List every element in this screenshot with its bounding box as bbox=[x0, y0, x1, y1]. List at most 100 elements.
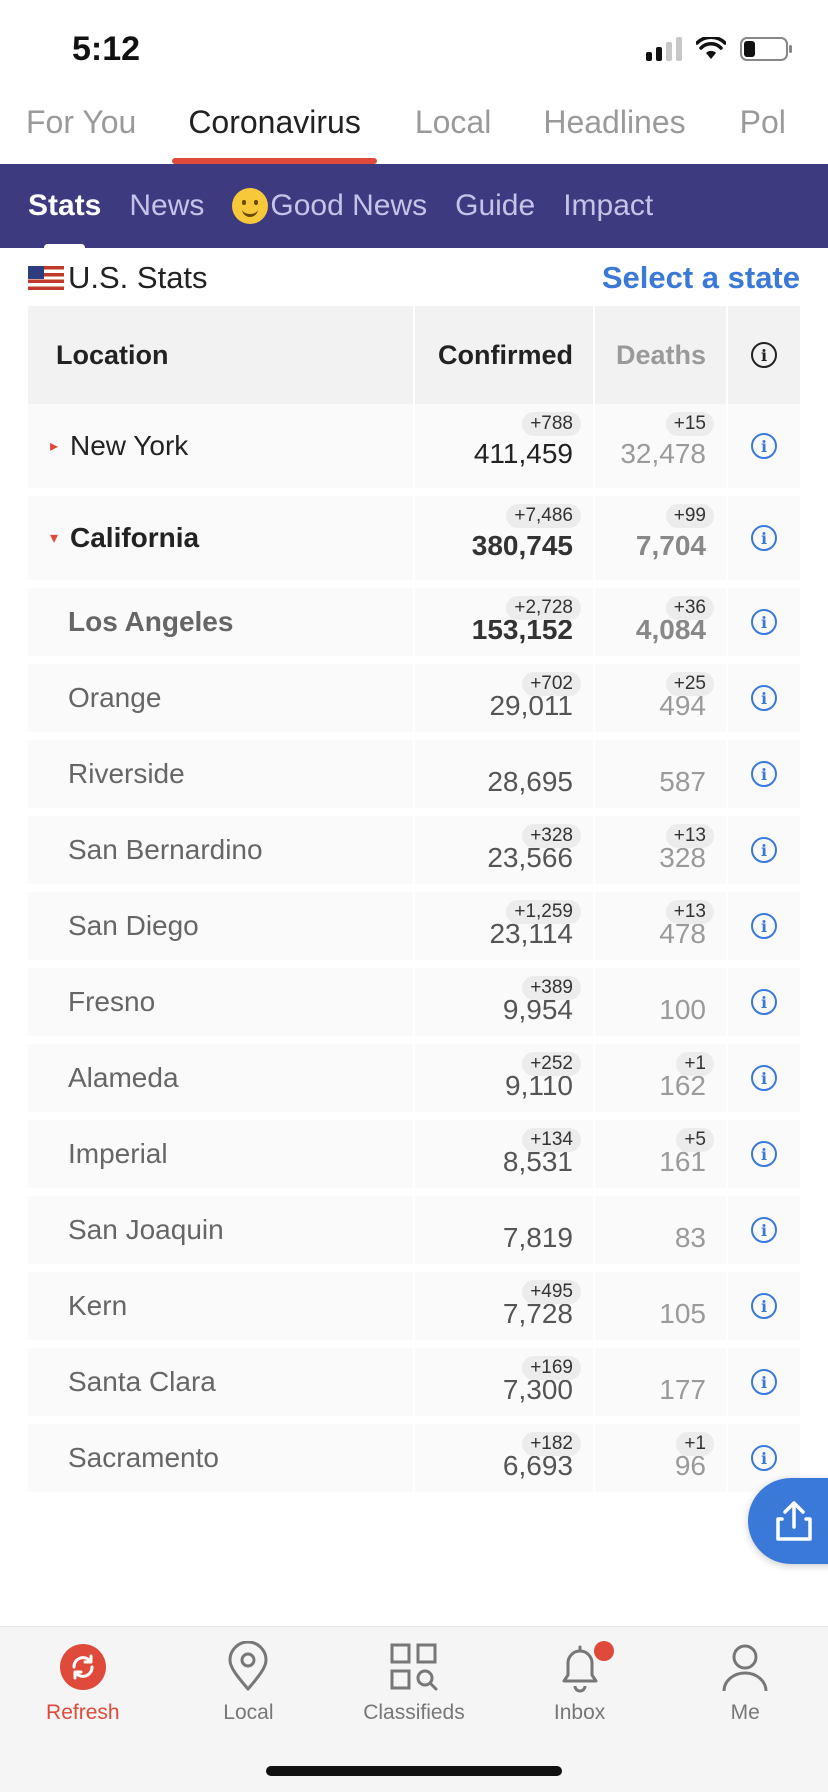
row-info-button[interactable]: i bbox=[728, 968, 800, 1036]
row-info-button[interactable]: i bbox=[728, 664, 800, 732]
row-info-button[interactable]: i bbox=[728, 1348, 800, 1416]
row-info-button[interactable]: i bbox=[728, 1424, 800, 1492]
stats-title-text: U.S. Stats bbox=[68, 260, 208, 295]
header-info[interactable]: i bbox=[728, 306, 800, 404]
row-info-button[interactable]: i bbox=[728, 1272, 800, 1340]
deaths-value: 32,478 bbox=[620, 438, 706, 469]
header-confirmed[interactable]: Confirmed bbox=[415, 306, 595, 404]
tab-local[interactable]: Local bbox=[414, 104, 492, 140]
cell-deaths: +99 7,704 bbox=[595, 496, 728, 580]
table-row[interactable]: Alameda +252 9,110 +1 162 i bbox=[28, 1044, 800, 1120]
cell-confirmed: 7,819 bbox=[415, 1196, 595, 1264]
table-row[interactable]: San Diego +1,259 23,114 +13 478 i bbox=[28, 892, 800, 968]
deaths-value: 83 bbox=[674, 1222, 706, 1253]
table-row[interactable]: ▾ California +7,486 380,745 +99 7,704 i bbox=[28, 496, 800, 588]
sub-tabs: Stats News Good News Guide Impact bbox=[0, 164, 828, 251]
header-location[interactable]: Location bbox=[28, 306, 415, 404]
row-info-button[interactable]: i bbox=[728, 588, 800, 656]
confirmed-delta-badge: +134 bbox=[522, 1128, 581, 1152]
wifi-icon bbox=[696, 37, 726, 59]
info-icon: i bbox=[751, 1293, 777, 1319]
table-row[interactable]: Santa Clara +169 7,300 177 i bbox=[28, 1348, 800, 1424]
row-info-button[interactable]: i bbox=[728, 1196, 800, 1264]
row-info-button[interactable]: i bbox=[728, 740, 800, 808]
share-button[interactable] bbox=[748, 1478, 828, 1564]
tab-politics[interactable]: Pol bbox=[739, 104, 786, 140]
table-row[interactable]: Fresno +389 9,954 100 i bbox=[28, 968, 800, 1044]
battery-icon bbox=[740, 37, 792, 61]
info-icon: i bbox=[751, 609, 777, 635]
subtab-good-news[interactable]: Good News bbox=[232, 188, 427, 224]
subtab-impact-label: Impact bbox=[563, 189, 654, 222]
deaths-delta-badge: +15 bbox=[665, 412, 714, 436]
table-row[interactable]: Riverside 28,695 587 i bbox=[28, 740, 800, 816]
nav-me[interactable]: Me bbox=[662, 1627, 828, 1757]
select-state-link[interactable]: Select a state bbox=[601, 260, 800, 295]
signal-icon bbox=[646, 37, 682, 61]
confirmed-delta-badge: +7,486 bbox=[506, 504, 581, 528]
row-info-button[interactable]: i bbox=[728, 1044, 800, 1112]
cell-location: Fresno bbox=[28, 968, 415, 1036]
deaths-delta-badge: +13 bbox=[665, 824, 714, 848]
confirmed-delta-badge: +252 bbox=[522, 1052, 581, 1076]
tab-coronavirus[interactable]: Coronavirus bbox=[172, 92, 377, 164]
expand-arrow-icon[interactable]: ▸ bbox=[50, 438, 59, 455]
row-info-button[interactable]: i bbox=[728, 892, 800, 960]
row-info-button[interactable]: i bbox=[728, 404, 800, 488]
table-row[interactable]: Sacramento +182 6,693 +1 96 i bbox=[28, 1424, 800, 1500]
location-name: Kern bbox=[68, 1290, 128, 1321]
table-row[interactable]: Kern +495 7,728 105 i bbox=[28, 1272, 800, 1348]
info-icon: i bbox=[751, 1445, 777, 1471]
cell-confirmed: +252 9,110 bbox=[415, 1044, 595, 1112]
info-icon: i bbox=[751, 837, 777, 863]
info-icon: i bbox=[751, 433, 777, 459]
bottom-nav: Refresh Local Classifieds bbox=[0, 1626, 828, 1792]
table-row[interactable]: San Joaquin 7,819 83 i bbox=[28, 1196, 800, 1272]
row-info-button[interactable]: i bbox=[728, 496, 800, 580]
table-row[interactable]: Imperial +134 8,531 +5 161 i bbox=[28, 1120, 800, 1196]
deaths-value: 105 bbox=[659, 1298, 706, 1329]
info-icon: i bbox=[751, 1369, 777, 1395]
row-info-button[interactable]: i bbox=[728, 1120, 800, 1188]
table-row[interactable]: Los Angeles +2,728 153,152 +36 4,084 i bbox=[28, 588, 800, 664]
nav-local[interactable]: Local bbox=[166, 1627, 332, 1757]
info-icon: i bbox=[751, 525, 777, 551]
subtab-impact[interactable]: Impact bbox=[563, 189, 653, 223]
subtab-guide[interactable]: Guide bbox=[455, 189, 535, 223]
cell-confirmed: 28,695 bbox=[415, 740, 595, 808]
nav-inbox-label: Inbox bbox=[553, 1701, 606, 1724]
table-row[interactable]: San Bernardino +328 23,566 +13 328 i bbox=[28, 816, 800, 892]
collapse-arrow-icon[interactable]: ▾ bbox=[50, 530, 59, 547]
location-name: New York bbox=[70, 430, 189, 461]
subtab-news-label: News bbox=[129, 189, 205, 222]
deaths-value: 177 bbox=[659, 1374, 706, 1405]
subtab-stats[interactable]: Stats bbox=[28, 189, 101, 251]
cell-location: ▾ California bbox=[28, 496, 415, 580]
cell-confirmed: +495 7,728 bbox=[415, 1272, 595, 1340]
table-row[interactable]: ▸ New York +788 411,459 +15 32,478 i bbox=[28, 404, 800, 496]
status-bar: 5:12 bbox=[0, 0, 828, 92]
deaths-delta-badge: +25 bbox=[665, 672, 714, 696]
nav-classifieds[interactable]: Classifieds bbox=[331, 1627, 497, 1757]
location-name: Alameda bbox=[68, 1062, 179, 1093]
header-deaths[interactable]: Deaths bbox=[595, 306, 728, 404]
subtab-news[interactable]: News bbox=[129, 189, 204, 223]
deaths-delta-badge: +13 bbox=[665, 900, 714, 924]
location-name: San Diego bbox=[68, 910, 199, 941]
location-name: Sacramento bbox=[68, 1442, 219, 1473]
cell-deaths: 177 bbox=[595, 1348, 728, 1416]
row-info-button[interactable]: i bbox=[728, 816, 800, 884]
cell-location: Imperial bbox=[28, 1120, 415, 1188]
nav-inbox[interactable]: Inbox bbox=[497, 1627, 663, 1757]
stats-title: U.S. Stats bbox=[28, 260, 208, 296]
cell-confirmed: +702 29,011 bbox=[415, 664, 595, 732]
tab-headlines[interactable]: Headlines bbox=[543, 104, 686, 140]
cell-confirmed: +182 6,693 bbox=[415, 1424, 595, 1492]
table-row[interactable]: Orange +702 29,011 +25 494 i bbox=[28, 664, 800, 740]
tab-for-you[interactable]: For You bbox=[26, 104, 137, 140]
cell-location: Alameda bbox=[28, 1044, 415, 1112]
info-icon: i bbox=[751, 685, 777, 711]
nav-refresh[interactable]: Refresh bbox=[0, 1627, 166, 1757]
cell-location: ▸ New York bbox=[28, 404, 415, 488]
deaths-delta-badge: +5 bbox=[676, 1128, 714, 1152]
